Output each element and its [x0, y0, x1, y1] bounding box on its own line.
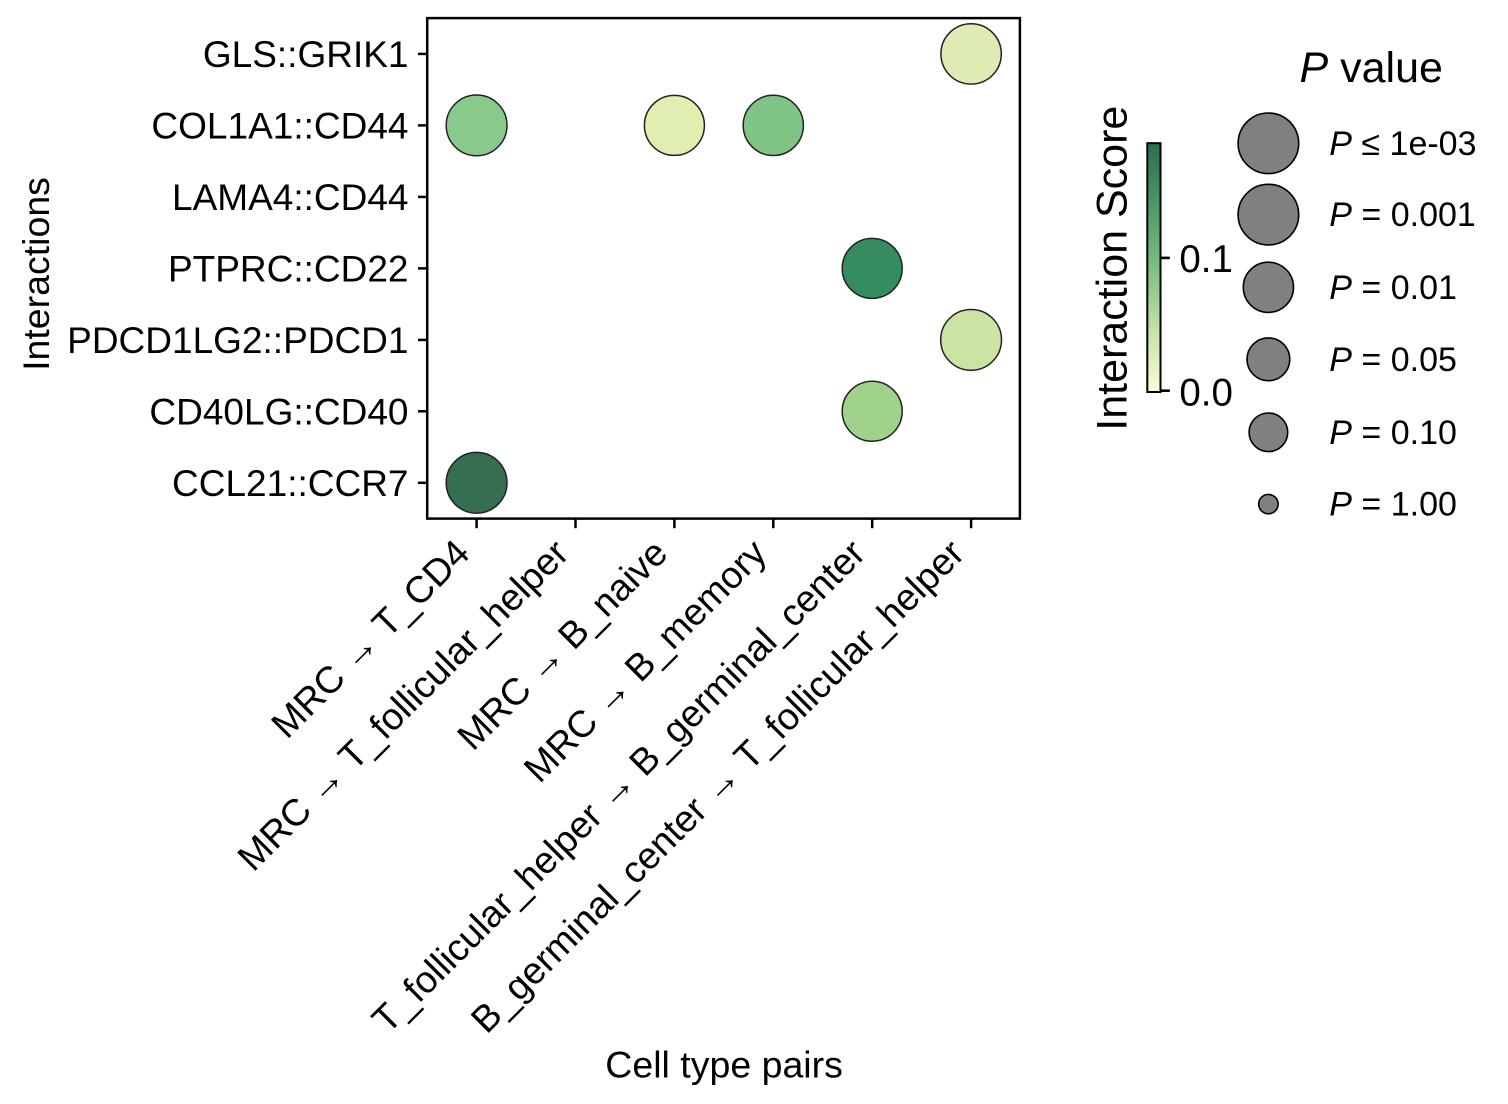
svg-text:P = 0.001: P = 0.001	[1329, 196, 1476, 234]
svg-text:CCL21::CCR7: CCL21::CCR7	[172, 463, 408, 504]
svg-text:P = 1.00: P = 1.00	[1329, 486, 1457, 524]
svg-text:P value: P value	[1300, 44, 1443, 92]
svg-text:Cell type pairs: Cell type pairs	[605, 1044, 843, 1086]
svg-text:CD40LG::CD40: CD40LG::CD40	[149, 391, 408, 432]
svg-text:0.0: 0.0	[1179, 372, 1233, 415]
svg-text:COL1A1::CD44: COL1A1::CD44	[151, 105, 408, 146]
svg-text:P = 0.05: P = 0.05	[1329, 341, 1457, 379]
svg-text:PTPRC::CD22: PTPRC::CD22	[168, 248, 409, 289]
svg-text:P = 0.10: P = 0.10	[1329, 414, 1457, 452]
svg-text:PDCD1LG2::PDCD1: PDCD1LG2::PDCD1	[67, 320, 408, 361]
svg-text:LAMA4::CD44: LAMA4::CD44	[172, 177, 409, 218]
svg-text:Interaction Score: Interaction Score	[1089, 106, 1137, 431]
svg-text:P = 0.01: P = 0.01	[1329, 269, 1457, 307]
svg-text:Interactions: Interactions	[15, 177, 57, 371]
svg-text:0.1: 0.1	[1179, 238, 1233, 281]
svg-text:GLS::GRIK1: GLS::GRIK1	[203, 34, 409, 75]
svg-text:P ≤ 1e-03: P ≤ 1e-03	[1329, 125, 1476, 163]
